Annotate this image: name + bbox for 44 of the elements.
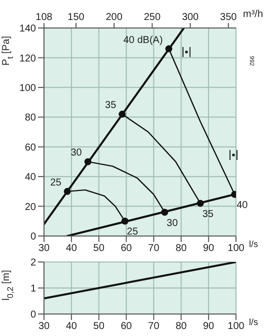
annotation: 30	[166, 218, 178, 229]
x-axis-title: l/s	[249, 239, 258, 249]
annotation: 30	[70, 148, 82, 159]
x2-axis-title: m³/h	[243, 9, 263, 20]
annotation: 35	[202, 208, 214, 220]
x-tick-label: 50	[93, 243, 105, 254]
y-tick-label: 80	[24, 112, 36, 124]
y-tick-label: 0	[30, 310, 36, 321]
y-tick-label: 20	[24, 202, 36, 213]
x-tick-label: 90	[203, 243, 215, 254]
x-tick-label: 80	[176, 243, 188, 254]
x-tick-label: 90	[203, 321, 215, 332]
x-tick-label: 40	[66, 243, 78, 254]
x-tick-label: 60	[120, 243, 132, 254]
y-tick-label: 0	[30, 232, 36, 243]
annotation: 40	[236, 200, 248, 211]
x-tick-label: 70	[148, 243, 160, 254]
y-tick-label: 100	[19, 82, 36, 94]
x2-tick-label: 350	[220, 12, 238, 23]
x-tick-label: 80	[176, 321, 188, 332]
y-tick-label: 2	[30, 258, 36, 269]
x-tick-label: 100	[228, 243, 245, 254]
x-tick-label: 30	[38, 321, 50, 332]
x2-tick-label: 250	[144, 12, 161, 23]
x-tick-label: 70	[148, 321, 160, 332]
annotation: 25	[50, 177, 62, 188]
y-tick-label: 140	[19, 24, 36, 35]
x-tick-label: 30	[38, 243, 50, 254]
y-tick-label: 1	[30, 284, 36, 295]
x2-tick-label: 200	[106, 12, 123, 23]
x-tick-label: 100	[228, 321, 245, 332]
y-tick-label: 60	[24, 142, 36, 154]
annotation: 35	[105, 100, 117, 112]
x-tick-label: 50	[93, 321, 105, 332]
y-tick-label: 40	[24, 172, 36, 184]
annotation: 40 dB(A)	[123, 34, 163, 46]
x-axis-title: l/s	[249, 317, 258, 327]
y-tick-label: 120	[19, 53, 36, 64]
x-tick-label: 60	[120, 321, 132, 332]
x-tick-label: 40	[66, 321, 78, 332]
x2-tick-label: 150	[68, 12, 85, 23]
annotation: 25	[126, 226, 138, 238]
x2-tick-label: 300	[182, 12, 200, 23]
x2-tick-label: 108	[36, 12, 53, 23]
